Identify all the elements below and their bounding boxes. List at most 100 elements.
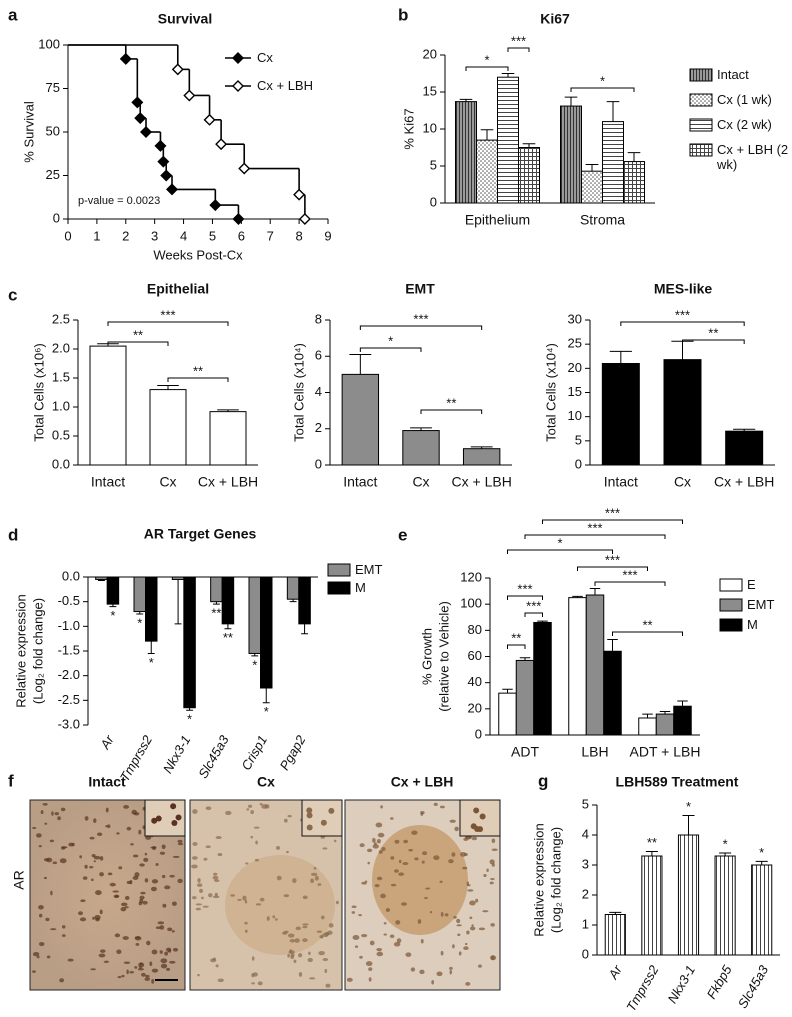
error-bar: [609, 911, 622, 915]
x-tick-label: Cx + LBH: [198, 474, 258, 490]
nucleus: [150, 846, 157, 849]
legend-label: Cx (1 wk): [717, 92, 772, 107]
nucleus: [410, 967, 416, 972]
significance-label: **: [642, 617, 652, 632]
y-axis-label: % Growth: [419, 628, 434, 685]
nucleus: [107, 872, 113, 876]
nucleus: [91, 853, 96, 858]
error-bar: [157, 385, 179, 390]
marker: [171, 63, 184, 76]
nucleus: [463, 946, 469, 951]
nucleus: [246, 808, 250, 811]
nucleus: [99, 909, 103, 915]
significance-bracket: [524, 534, 666, 539]
nucleus: [140, 972, 146, 977]
nucleus: [325, 983, 331, 988]
nucleus: [36, 955, 40, 959]
nucleus: [274, 918, 278, 921]
error-bar: [410, 427, 432, 431]
error-bar: [502, 688, 513, 694]
nucleus: [414, 857, 419, 861]
y-axis-label: Relative expression: [13, 594, 28, 707]
nucleus: [287, 953, 290, 958]
nucleus: [142, 900, 148, 905]
legend-swatch: [719, 598, 743, 612]
error-bar: [501, 73, 515, 78]
annotation: p-value = 0.0023: [78, 195, 160, 207]
nucleus: [483, 873, 487, 878]
nucleus: [197, 973, 200, 977]
nucleus: [84, 864, 88, 869]
nucleus: [116, 832, 120, 835]
nucleus: [99, 949, 106, 953]
nucleus: [309, 977, 316, 980]
nucleus: [320, 819, 327, 826]
nucleus: [376, 838, 381, 844]
y-axis-label: Total Cells (x10⁴): [543, 343, 558, 442]
nucleus: [378, 850, 383, 854]
bar: [210, 576, 223, 603]
nucleus: [109, 882, 116, 887]
nucleus: [144, 852, 148, 856]
significance-label: *: [388, 333, 393, 348]
significance-star: *: [759, 845, 764, 860]
image-title: Cx + LBH: [391, 774, 454, 790]
nucleus: [422, 851, 428, 856]
legend-swatch: [689, 68, 713, 82]
marker: [215, 138, 228, 151]
legend-label: Cx + LBH: [257, 78, 313, 93]
nucleus: [456, 924, 462, 927]
nucleus: [372, 837, 376, 843]
error-bar: [186, 707, 194, 711]
x-tick-label: Slc45a3: [735, 962, 772, 1011]
error-bar: [537, 620, 548, 623]
nucleus: [205, 845, 211, 849]
nucleus: [429, 910, 433, 914]
x-tick-label: Cx: [159, 474, 176, 490]
error-bar: [589, 587, 601, 596]
nucleus: [112, 890, 120, 893]
nucleus: [121, 974, 125, 978]
nucleus: [61, 934, 66, 937]
error-bar: [349, 353, 372, 375]
significance-star: **: [647, 835, 657, 850]
significance-star: *: [252, 657, 257, 672]
nucleus: [328, 923, 334, 928]
y-tick-label: 5: [575, 432, 582, 447]
nucleus: [214, 879, 220, 883]
y-tick-label: -1.0: [58, 618, 80, 633]
legend-swatch: [689, 143, 713, 157]
y-tick-label: 1: [582, 916, 589, 931]
nucleus: [94, 914, 101, 920]
nucleus: [32, 952, 40, 957]
nucleus: [107, 824, 111, 829]
significance-label: ***: [622, 567, 637, 582]
x-tick-label: Cx + LBH: [452, 474, 512, 490]
nucleus: [145, 974, 150, 978]
nucleus: [138, 829, 142, 835]
nucleus: [38, 941, 45, 947]
nucleus: [250, 835, 254, 839]
error-bar: [606, 101, 620, 122]
nucleus: [212, 875, 219, 880]
marker: [183, 89, 196, 102]
y-tick-label: 20: [568, 360, 582, 375]
nucleus: [105, 825, 109, 828]
nucleus: [261, 804, 268, 809]
nucleus: [171, 901, 177, 906]
bar: [568, 597, 587, 736]
marker: [209, 199, 222, 212]
nucleus: [89, 866, 94, 869]
significance-bracket: [507, 595, 543, 600]
nucleus: [78, 911, 83, 916]
x-tick-label: Pgap2: [277, 732, 309, 773]
nucleus: [393, 869, 399, 873]
nucleus: [205, 806, 212, 811]
y-tick-label: 2: [315, 420, 322, 435]
nucleus: [191, 856, 198, 860]
nucleus: [359, 843, 365, 848]
bar: [641, 855, 663, 956]
y-tick-label: 10: [423, 120, 437, 135]
row-label: AR: [11, 870, 27, 889]
significance-star: *: [110, 608, 115, 623]
